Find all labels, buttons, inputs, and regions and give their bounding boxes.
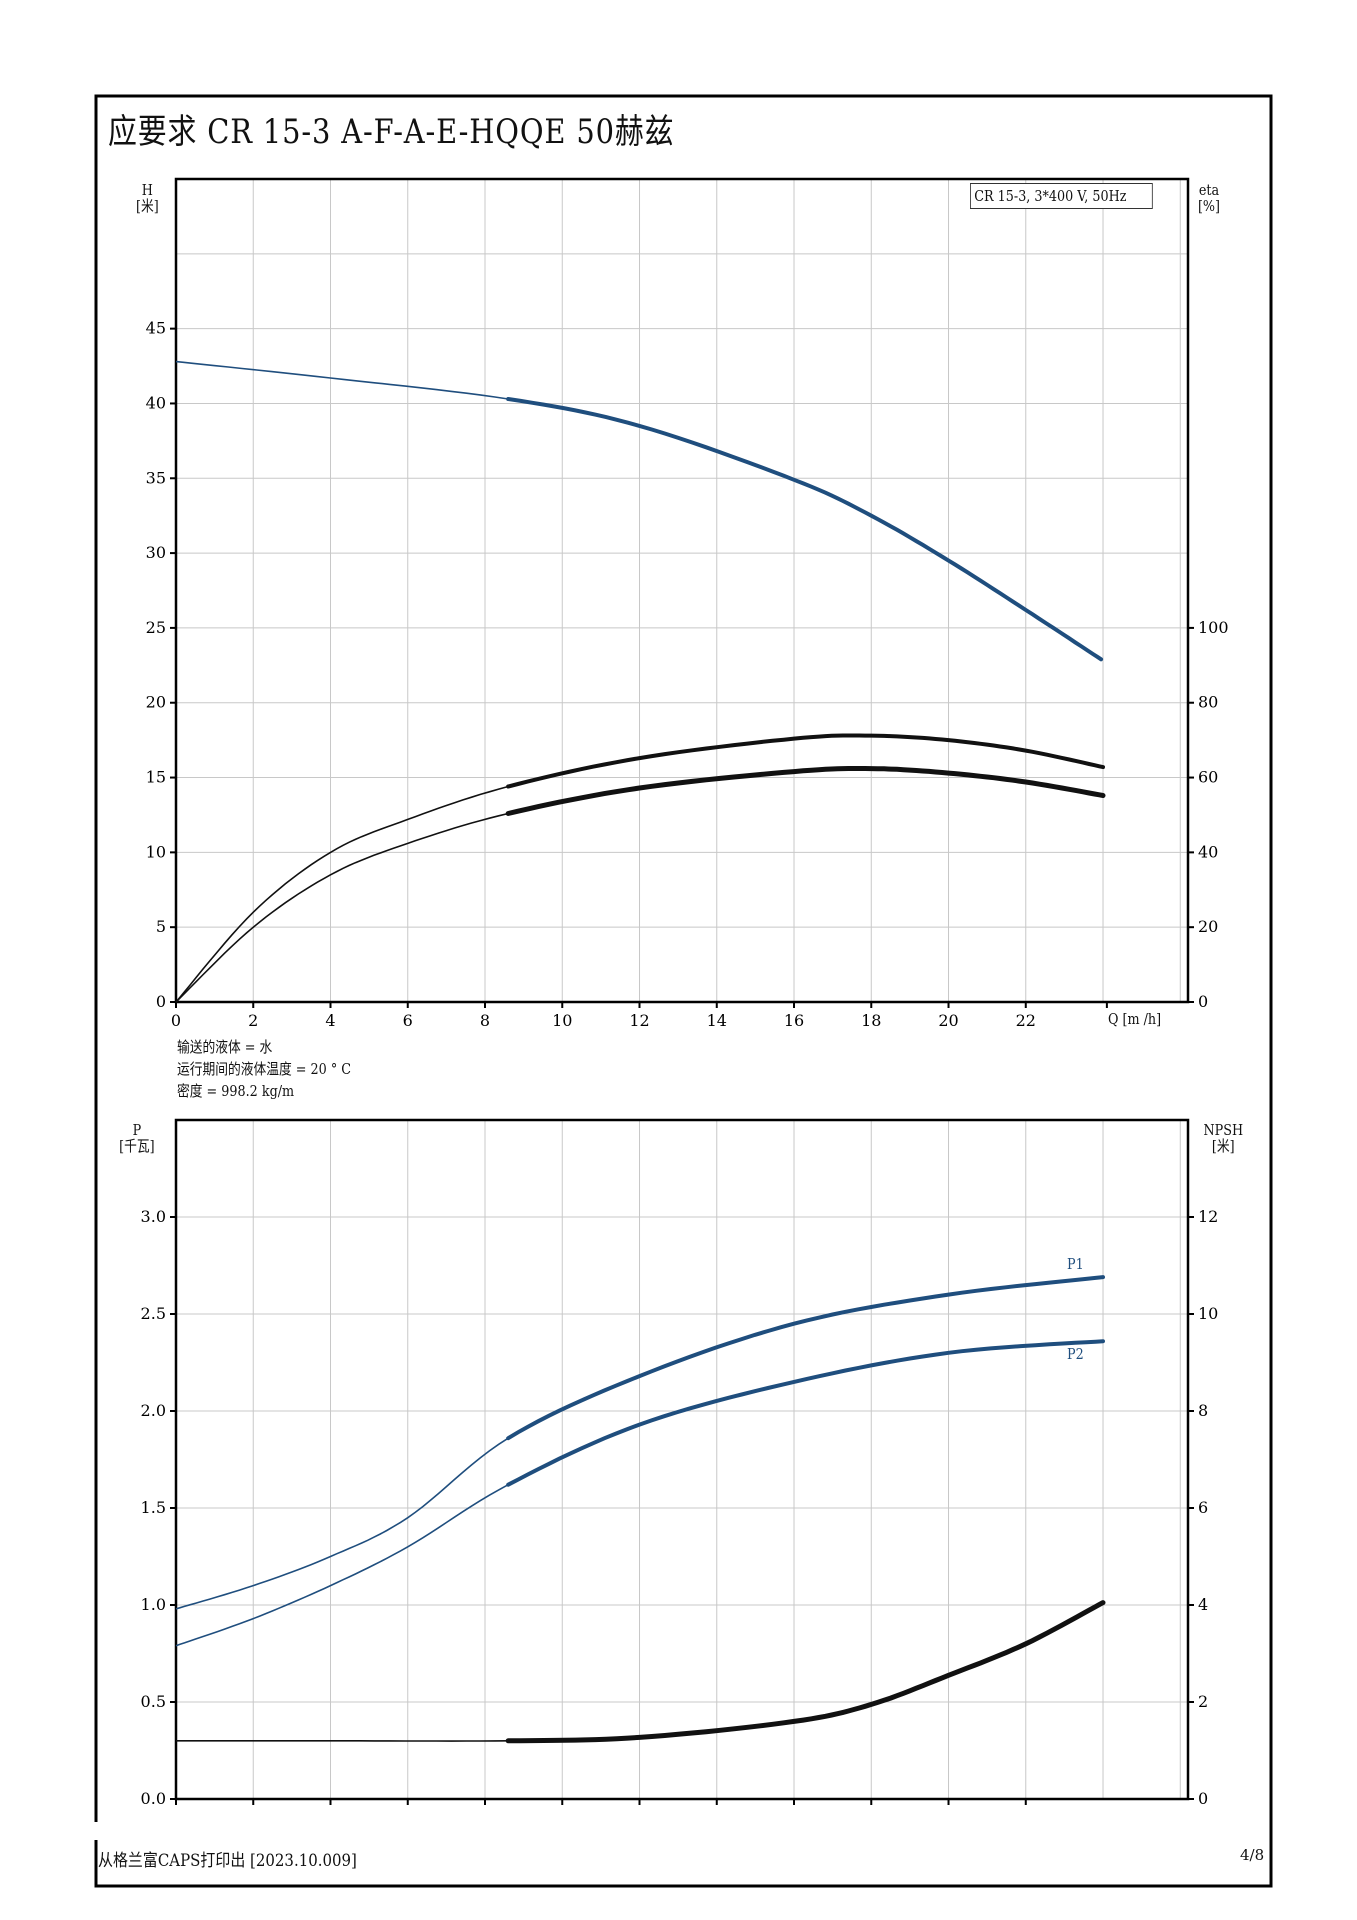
page-title: 应要求 CR 15-3 A-F-A-E-HQQE 50赫兹 xyxy=(108,112,675,152)
page-number: 4/8 xyxy=(1240,1846,1265,1864)
x-tick-label: 16 xyxy=(784,1011,804,1030)
x-tick-label: 14 xyxy=(707,1011,727,1030)
plot-frame xyxy=(174,1118,1190,1801)
x-tick-label: 4 xyxy=(325,1011,335,1030)
y2-tick-label: 20 xyxy=(1198,917,1218,936)
h-curve-extrapolated xyxy=(175,360,509,400)
npsh-axis-label: NPSH [米] xyxy=(1203,1121,1244,1155)
y-tick-label: 10 xyxy=(146,842,166,861)
y2-tick-label: 100 xyxy=(1198,618,1229,637)
x-tick-label: 10 xyxy=(552,1011,572,1030)
y-tick-label: 2.0 xyxy=(141,1401,166,1420)
eta-axis-label: eta [%] xyxy=(1197,181,1221,215)
plot-frame xyxy=(174,177,1190,1004)
x-tick-label: 0 xyxy=(171,1011,181,1030)
y-tick-label: 0.5 xyxy=(141,1692,166,1711)
y2-tick-label: 6 xyxy=(1198,1498,1208,1517)
y-tick-label: 40 xyxy=(146,393,166,412)
p1-curve xyxy=(506,1275,1105,1441)
npsh-curve xyxy=(505,1600,1106,1744)
eta-upper-curve xyxy=(506,733,1105,789)
y-tick-label: 35 xyxy=(146,468,166,487)
x-tick-label: 12 xyxy=(629,1011,649,1030)
y2-tick-label: 10 xyxy=(1198,1304,1218,1323)
q-axis-label: Q [m /h] xyxy=(1108,1010,1162,1028)
fluid-density: 密度 = 998.2 kg/m xyxy=(177,1082,295,1100)
y-tick-label: 0.0 xyxy=(141,1789,166,1808)
x-tick-label: 20 xyxy=(938,1011,958,1030)
y-tick-label: 15 xyxy=(146,768,166,787)
y-tick-label: 30 xyxy=(146,543,166,562)
eta-lower-curve-extrapolated xyxy=(175,812,509,1003)
footer-print-info: 从格兰富CAPS打印出 [2023.10.009] xyxy=(98,1851,357,1871)
x-tick-label: 18 xyxy=(861,1011,881,1030)
y2-tick-label: 8 xyxy=(1198,1401,1208,1420)
y-tick-label: 0 xyxy=(156,992,166,1011)
y2-tick-label: 12 xyxy=(1198,1207,1218,1226)
y2-tick-label: 0 xyxy=(1198,1789,1208,1808)
y2-tick-label: 40 xyxy=(1198,842,1218,861)
head-efficiency-chart: 0 2 4 6 8 10 12 14 16 18 20 22 0 5 10 15 20 25 30 35 40 45 0 20… xyxy=(146,177,1229,1030)
eta-lower-curve xyxy=(505,766,1106,816)
y2-tick-label: 60 xyxy=(1198,768,1218,787)
page-border xyxy=(94,94,1273,1888)
p2-curve xyxy=(506,1339,1105,1487)
fluid-type: 输送的液体 = 水 xyxy=(177,1038,273,1056)
y-tick-label: 1.0 xyxy=(141,1595,166,1614)
x-tick-label: 2 xyxy=(248,1011,258,1030)
p-axis-label: P [千瓦] xyxy=(119,1121,155,1155)
eta-upper-curve-extrapolated xyxy=(175,785,509,1003)
y2-tick-label: 2 xyxy=(1198,1692,1208,1711)
chart-legend: CR 15-3, 3*400 V, 50Hz xyxy=(970,183,1153,209)
fluid-info: 输送的液体 = 水 运行期间的液体温度 = 20 ° C 密度 = 998.2 … xyxy=(177,1036,351,1102)
y-tick-label: 20 xyxy=(146,693,166,712)
y-tick-label: 45 xyxy=(146,319,166,338)
p2-curve-extrapolated xyxy=(175,1483,509,1647)
y-tick-label: 2.5 xyxy=(141,1304,166,1323)
x-tick-label: 8 xyxy=(480,1011,490,1030)
y-tick-label: 1.5 xyxy=(141,1498,166,1517)
fluid-temperature: 运行期间的液体温度 = 20 ° C xyxy=(177,1060,352,1078)
power-npsh-chart: 0.0 0.5 1.0 1.5 2.0 2.5 3.0 0 2 4 6 8 10 12 xyxy=(141,1118,1218,1808)
y2-tick-label: 0 xyxy=(1198,992,1208,1011)
x-tick-label: 6 xyxy=(403,1011,413,1030)
y-tick-label: 25 xyxy=(146,618,166,637)
h-curve xyxy=(506,397,1104,662)
p1-curve-label: P1 xyxy=(1067,1255,1084,1273)
y2-tick-label: 4 xyxy=(1198,1595,1208,1614)
y-tick-label: 3.0 xyxy=(141,1207,166,1226)
h-axis-label: H [米] xyxy=(136,181,159,215)
p1-curve-extrapolated xyxy=(175,1437,509,1610)
x-tick-label: 22 xyxy=(1016,1011,1036,1030)
y-tick-label: 5 xyxy=(156,917,166,936)
p2-curve-label: P2 xyxy=(1067,1345,1084,1363)
y2-tick-label: 80 xyxy=(1198,693,1218,712)
